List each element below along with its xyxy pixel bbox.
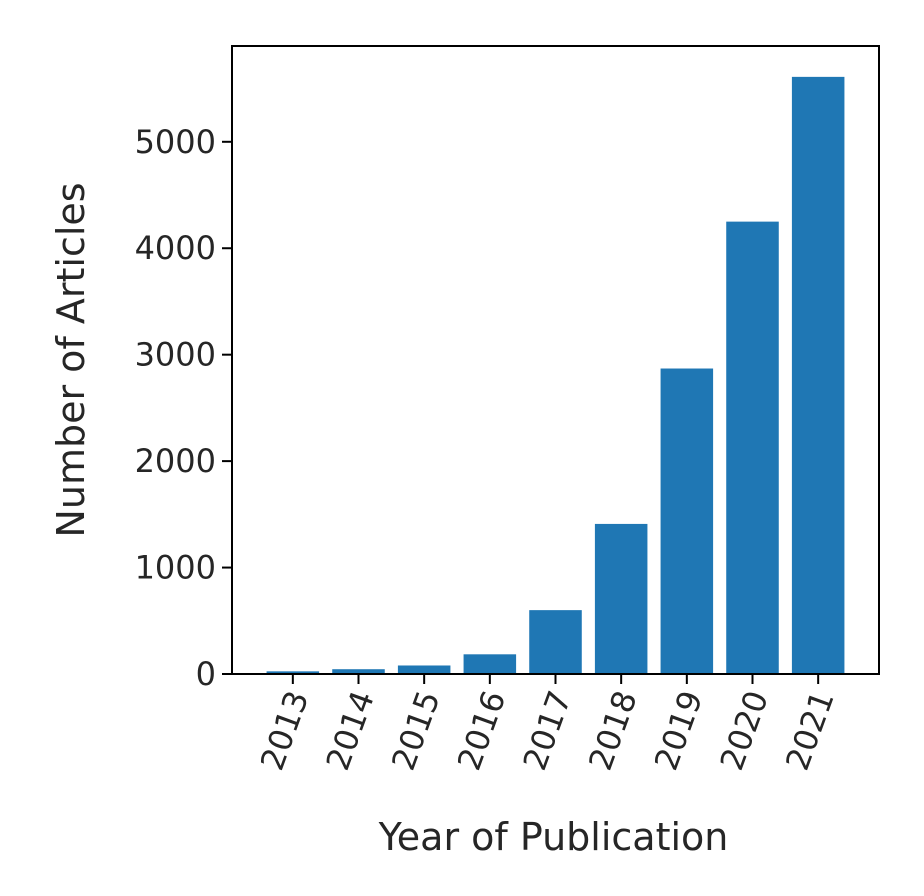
plot-frame	[231, 45, 880, 675]
x-tick-label: 2013	[253, 686, 317, 776]
x-tick-label: 2020	[712, 686, 776, 776]
x-tick-label: 2018	[581, 686, 645, 776]
bar-2017	[529, 610, 582, 674]
y-tick-label: 2000	[135, 442, 216, 480]
y-tick-label: 5000	[135, 123, 216, 161]
y-axis-ticks: 0 1000 2000 3000 4000 5000	[135, 123, 232, 693]
bar-2019	[660, 368, 714, 674]
x-tick-label: 2017	[515, 686, 579, 776]
bar-2021	[791, 76, 845, 674]
bar-2015	[397, 665, 451, 674]
bar-2018	[594, 523, 648, 674]
bar-2016	[463, 654, 517, 674]
bar-2020	[726, 221, 779, 674]
x-tick-label: 2021	[778, 686, 842, 776]
x-axis-label: Year of Publication	[378, 815, 729, 859]
bars-layer	[266, 76, 845, 674]
x-tick-label: 2015	[384, 686, 448, 776]
y-tick-label: 1000	[135, 549, 216, 587]
x-tick-label: 2019	[647, 686, 711, 776]
x-tick-label: 2014	[318, 686, 382, 776]
y-tick-label: 4000	[135, 229, 216, 267]
x-axis-ticks: 2013 2014 2015 2016 2017 2018 2019 2020 2021	[253, 674, 842, 775]
bar-2013	[266, 671, 320, 674]
y-tick-label: 0	[196, 655, 216, 693]
y-tick-label: 3000	[135, 336, 216, 374]
bar-2014	[332, 669, 385, 674]
y-axis-label: Number of Articles	[49, 182, 93, 537]
x-tick-label: 2016	[450, 686, 514, 776]
